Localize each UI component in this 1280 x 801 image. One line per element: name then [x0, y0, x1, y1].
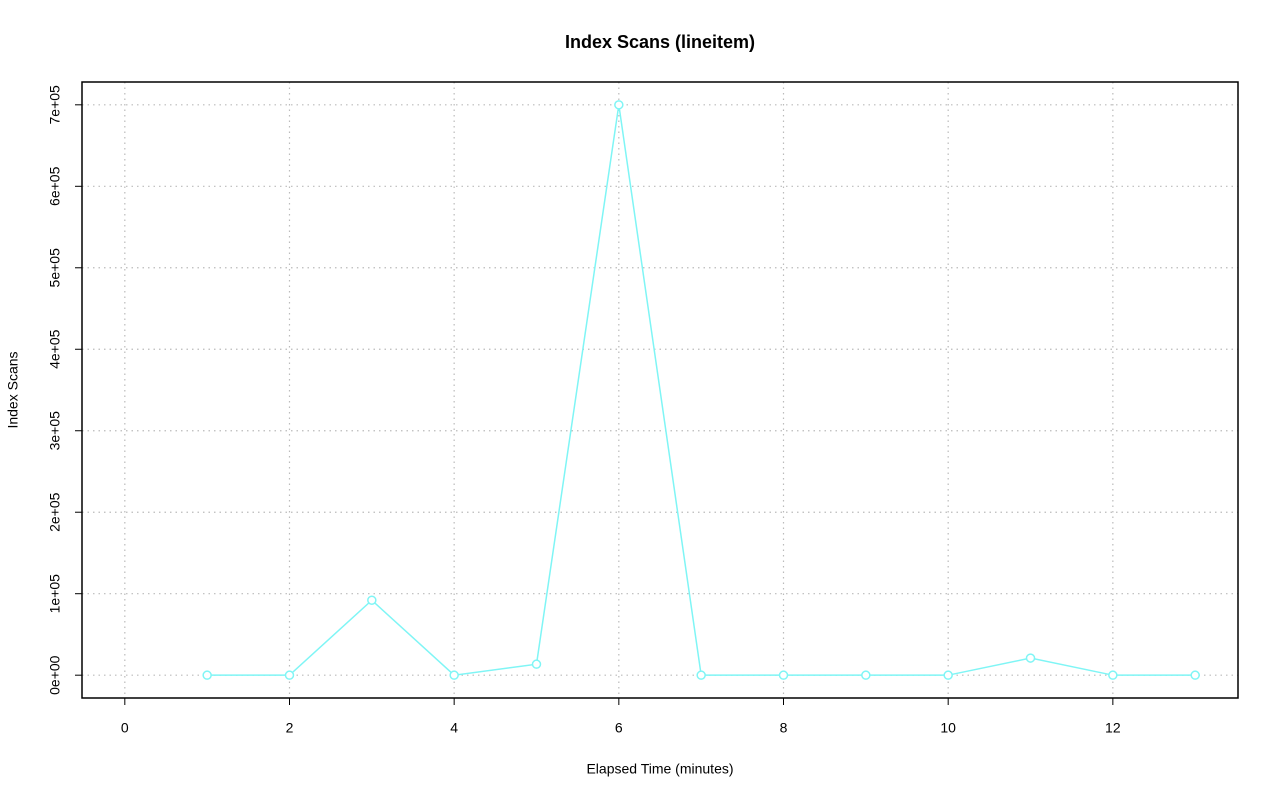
x-tick-label: 4 — [450, 720, 458, 736]
data-point — [202, 670, 212, 680]
data-point — [1190, 670, 1200, 680]
y-tick-label: 4e+05 — [47, 329, 63, 369]
x-tick-label: 0 — [121, 720, 129, 736]
x-tick-label: 8 — [780, 720, 788, 736]
x-tick-label: 12 — [1105, 720, 1121, 736]
x-tick-label: 2 — [286, 720, 294, 736]
data-point — [696, 670, 706, 680]
chart-title: Index Scans (lineitem) — [565, 32, 755, 52]
y-tick-label: 3e+05 — [47, 411, 63, 451]
data-line — [207, 104, 1196, 676]
y-tick-label: 6e+05 — [47, 166, 63, 206]
y-tick-label: 1e+05 — [47, 574, 63, 614]
data-point — [367, 595, 377, 605]
y-tick-label: 5e+05 — [47, 248, 63, 288]
y-tick-label: 2e+05 — [47, 492, 63, 532]
data-point — [614, 100, 624, 110]
data-point — [861, 670, 871, 680]
data-point — [943, 670, 953, 680]
x-tick-label: 10 — [940, 720, 956, 736]
y-axis-label: Index Scans — [5, 351, 21, 428]
data-point — [778, 670, 789, 680]
y-tick-label: 0e+00 — [47, 655, 63, 695]
data-point — [531, 659, 542, 669]
data-point — [449, 670, 459, 680]
y-tick-label: 7e+05 — [47, 85, 63, 125]
data-point — [1025, 653, 1036, 663]
x-tick-label: 6 — [615, 720, 623, 736]
plot-frame — [81, 81, 1239, 699]
data-point — [284, 670, 295, 680]
data-point — [1108, 670, 1118, 680]
x-axis-label: Elapsed Time (minutes) — [586, 761, 733, 777]
